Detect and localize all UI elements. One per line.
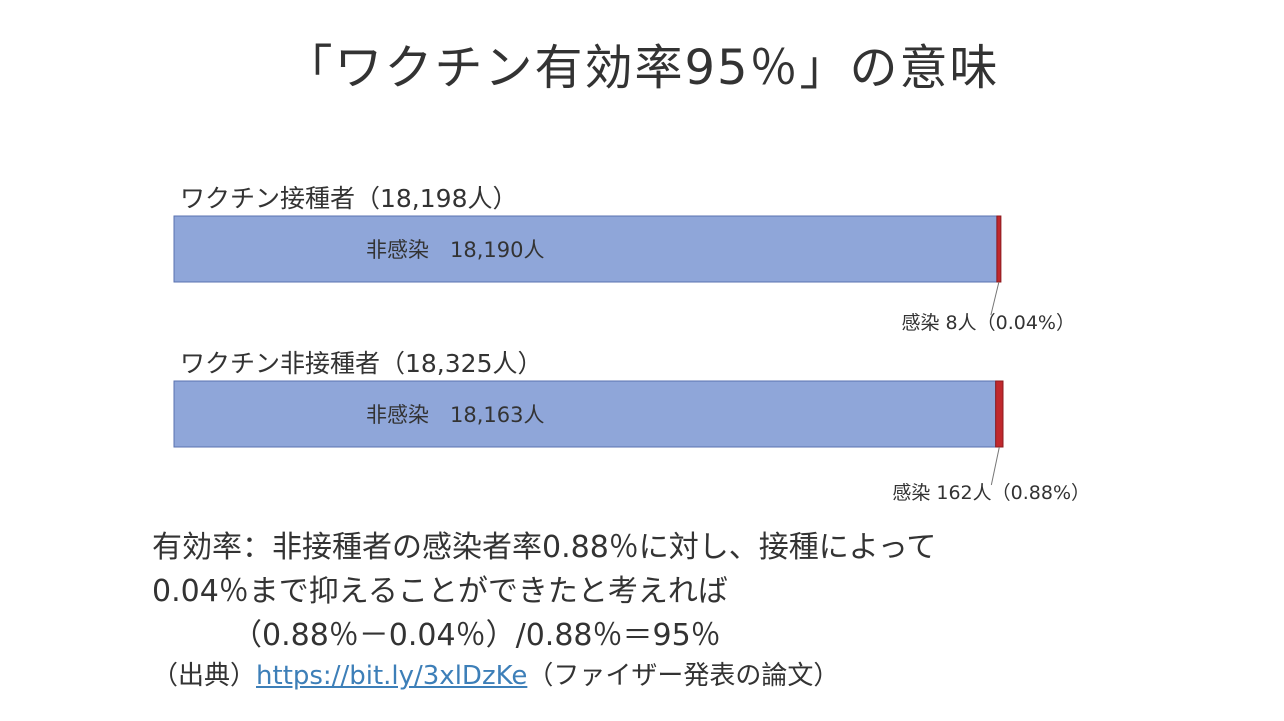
source-citation: （出典）https://bit.ly/3xlDzKe（ファイザー発表の論文） xyxy=(152,655,839,692)
bar-segment-uninfected xyxy=(173,215,998,283)
infection-label: 感染 8人（0.04%） xyxy=(902,312,1076,334)
bar-segment-infected xyxy=(995,380,1004,448)
bar-value-label: 非感染 18,190人 xyxy=(366,238,544,262)
group-label: ワクチン非接種者（18,325人） xyxy=(180,349,542,378)
page-title: 「ワクチン有効率95％」の意味 xyxy=(284,40,1000,96)
infection-label: 感染 162人（0.88%） xyxy=(892,482,1090,504)
infection-leader-line xyxy=(990,281,1000,316)
bar-segment-infected xyxy=(996,215,1002,283)
group-label: ワクチン接種者（18,198人） xyxy=(180,184,517,213)
efficacy-formula: （0.88％－0.04％）/0.88％＝95％ xyxy=(232,618,721,653)
bar-value-label: 非感染 18,163人 xyxy=(366,403,544,427)
efficacy-explanation-line2: 0.04％まで抑えることができたと考えれば xyxy=(152,574,728,609)
bar-segment-uninfected xyxy=(173,380,997,448)
source-prefix: （出典） xyxy=(152,661,257,691)
efficacy-explanation-line1: 有効率：非接種者の感染者率0.88％に対し、接種によって xyxy=(152,530,937,565)
infection-leader-line xyxy=(990,446,1000,486)
source-link[interactable]: https://bit.ly/3xlDzKe xyxy=(256,661,528,691)
source-suffix: （ファイザー発表の論文） xyxy=(527,661,840,691)
